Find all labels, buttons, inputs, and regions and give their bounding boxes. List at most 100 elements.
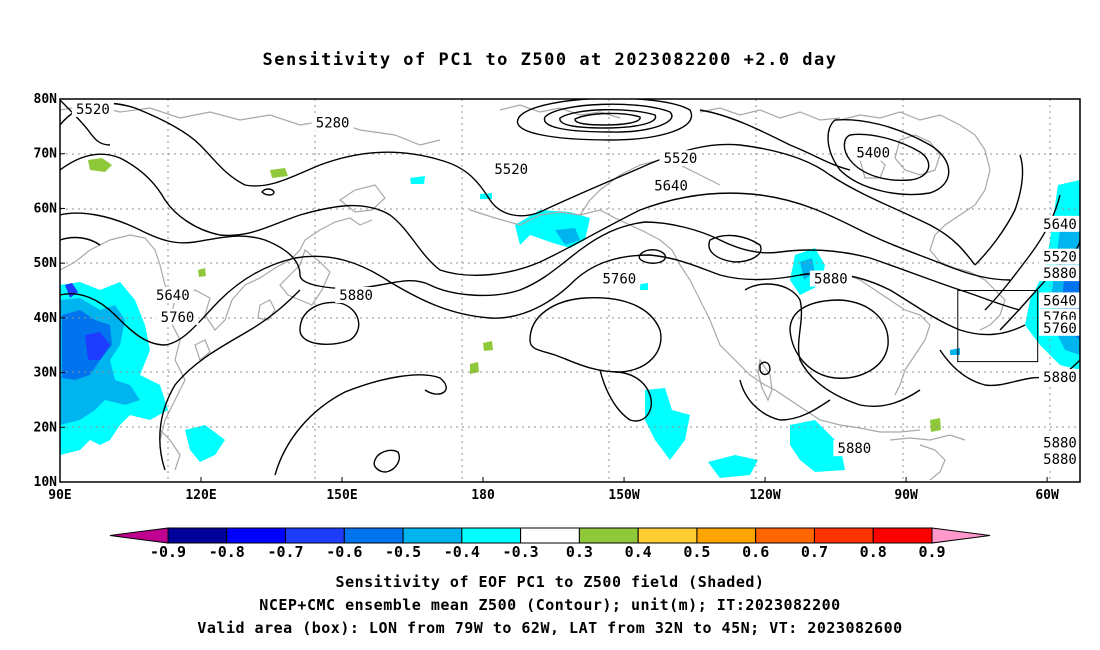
contour-5880 — [159, 289, 301, 471]
colorbar-label: -0.4 — [444, 543, 480, 561]
colorbar-swatch — [520, 527, 580, 544]
contour-label-bg — [1039, 292, 1081, 309]
caption-line-2: NCEP+CMC ensemble mean Z500 (Contour); u… — [259, 596, 841, 614]
contour-5520 — [60, 102, 976, 266]
contour-label-bg — [1039, 319, 1081, 336]
colorbar-low-triangle — [109, 527, 169, 544]
contour-label-bg — [1039, 215, 1081, 232]
map-title: Sensitivity of PC1 to Z500 at 2023082200… — [262, 50, 838, 70]
caption-line-3: Valid area (box): LON from 79W to 62W, L… — [197, 619, 903, 637]
lon-label: 60W — [1035, 488, 1059, 503]
contour-labels: 5520 5280 5520 5520 5400 5640 5640 5880 5640 5760… — [71, 100, 1081, 468]
contour-label-bg — [1039, 434, 1081, 451]
lat-label: 80N — [34, 92, 58, 107]
colorbar-label: 0.6 — [742, 543, 769, 561]
contour-label-bg — [1039, 451, 1081, 468]
colorbar: -0.9 -0.8 -0.7 -0.6 -0.5 -0.4 -0.3 0.3 0.4 0.5 0.6… — [109, 527, 991, 561]
contour-label: 5760 — [602, 272, 636, 288]
lon-label: 150W — [608, 488, 639, 503]
lat-label: 40N — [34, 311, 58, 326]
contour-label-bg — [659, 150, 702, 167]
contour-label-bg — [598, 270, 641, 287]
contour-label: 5880 — [814, 272, 848, 288]
lat-label: 50N — [34, 256, 58, 271]
contour-label-bg — [809, 270, 852, 287]
contour-label: 5880 — [1043, 436, 1077, 452]
lat-label: 20N — [34, 420, 58, 435]
contour-5400 — [827, 118, 950, 196]
colorbar-swatch — [461, 527, 522, 544]
contour-label: 5880 — [339, 288, 373, 304]
colorbar-label: -0.9 — [150, 543, 186, 561]
lat-label: 10N — [34, 475, 58, 490]
contour-label: 5520 — [494, 162, 528, 178]
contour-label-bg — [71, 100, 114, 117]
contour-label: 5520 — [1043, 250, 1077, 266]
colorbar-label: 0.9 — [918, 543, 945, 561]
colorbar-swatch — [872, 527, 933, 544]
contour-label: 5880 — [838, 441, 872, 457]
contour-label-bg — [852, 144, 895, 161]
longitude-labels: 90E 120E 150E 180 150W 120W 90W 60W — [48, 488, 1059, 503]
colorbar-swatch — [285, 527, 345, 544]
contour-label-bg — [335, 286, 378, 303]
colorbar-label: -0.8 — [209, 543, 245, 561]
contour-label: 5640 — [156, 288, 190, 304]
colorbar-label: -0.7 — [267, 543, 303, 561]
contour-label: 5520 — [76, 102, 110, 118]
contour-label-bg — [151, 286, 194, 303]
contour-5640 — [60, 212, 1021, 311]
colorbar-swatch — [813, 527, 874, 544]
contour-label: 5280 — [316, 116, 350, 132]
contour-label: 5400 — [856, 146, 890, 162]
colorbar-swatch — [755, 527, 815, 544]
contour-label-bg — [650, 177, 693, 194]
contour-label-bg — [311, 114, 354, 131]
axis-ticks — [59, 98, 1048, 483]
colorbar-label: -0.3 — [503, 543, 539, 561]
lon-label: 90E — [48, 488, 71, 503]
contour-label: 5760 — [161, 310, 195, 326]
contour-label: 5520 — [664, 151, 698, 167]
contour-label-bg — [156, 308, 199, 325]
colorbar-swatch — [402, 527, 463, 544]
lat-label: 70N — [34, 147, 58, 162]
colorbar-label: 0.3 — [566, 543, 593, 561]
contour-label-bg — [490, 161, 533, 178]
colorbar-swatch — [578, 527, 639, 544]
colorbar-high-triangle — [931, 527, 991, 544]
contour-label: 5640 — [654, 179, 688, 195]
colorbar-label: -0.5 — [385, 543, 421, 561]
contour-label: 5760 — [1043, 321, 1077, 337]
colorbar-label: 0.7 — [801, 543, 828, 561]
contour-label-bg — [1039, 265, 1081, 282]
colorbar-label: 0.8 — [860, 543, 887, 561]
lat-label: 30N — [34, 366, 58, 381]
colorbar-swatch — [167, 527, 228, 544]
lat-label: 60N — [34, 201, 58, 216]
lon-label: 120W — [749, 488, 780, 503]
plot-frame — [59, 98, 1081, 483]
z500-contours — [60, 99, 1080, 476]
lon-label: 150E — [326, 488, 357, 503]
colorbar-label: -0.6 — [326, 543, 362, 561]
coastlines — [60, 104, 1006, 481]
contour-label-bg — [833, 440, 876, 457]
contour-5280 — [543, 103, 673, 133]
contour-label: 5640 — [1043, 217, 1077, 233]
caption-line-1: Sensitivity of EOF PC1 to Z500 field (Sh… — [335, 573, 765, 591]
contour-label: 5880 — [1043, 370, 1077, 386]
colorbar-label: 0.4 — [625, 543, 652, 561]
contour-label: 5880 — [1043, 452, 1077, 468]
valid-area-box — [957, 290, 1039, 363]
contour-label-bg — [1039, 248, 1081, 265]
lon-label: 90W — [894, 488, 918, 503]
lon-label: 180 — [471, 488, 495, 503]
latitude-labels: 80N 70N 60N 50N 40N 30N 20N 10N — [34, 92, 58, 490]
contour-label: 5640 — [1043, 293, 1077, 309]
contour-label-bg — [1039, 369, 1081, 386]
contour-5760 — [60, 254, 1026, 346]
gridlines — [60, 99, 1080, 482]
lon-label: 120E — [185, 488, 216, 503]
